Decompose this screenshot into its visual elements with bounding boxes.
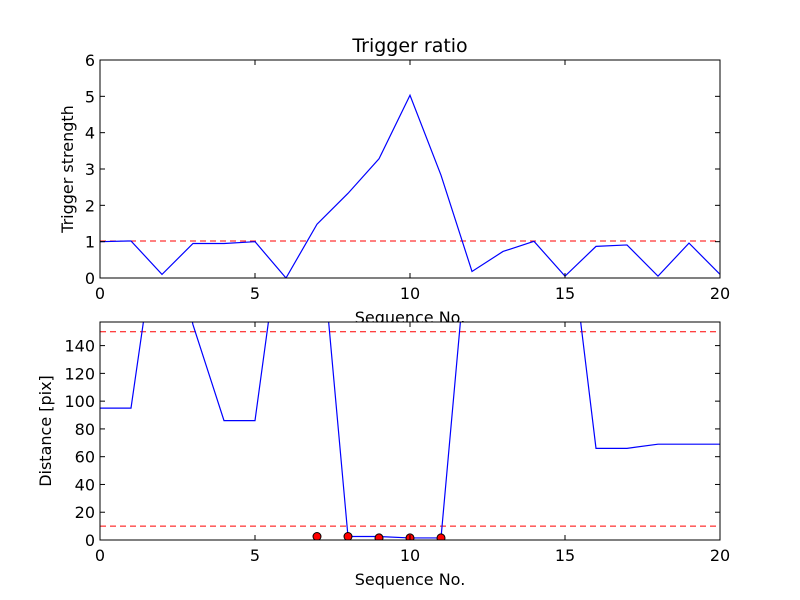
distance-y-tick-label: 80 <box>75 420 95 439</box>
distance-y-tick-label: 120 <box>64 364 95 383</box>
trigger-ratio-series-line <box>100 93 720 278</box>
trigger-ratio-title: Trigger ratio <box>351 35 467 57</box>
distance-x-tick-label: 5 <box>250 546 260 565</box>
trigger-ratio-x-tick-label: 20 <box>710 284 730 303</box>
distance-marker-point <box>436 533 446 540</box>
trigger-ratio-y-tick-label: 4 <box>85 124 95 143</box>
distance-marker-point <box>374 533 384 540</box>
distance-axes: Distance [pix] Sequence No. 0 5 10 15 20 0 20 4… <box>36 321 730 589</box>
distance-xlabel: Sequence No. <box>355 570 466 589</box>
trigger-ratio-x-tick-label: 10 <box>400 284 420 303</box>
distance-background <box>100 322 720 540</box>
trigger-ratio-y-tick-label: 3 <box>85 160 95 179</box>
trigger-ratio-ylabel: Trigger strength <box>58 105 77 234</box>
distance-y-tick-label: 100 <box>64 392 95 411</box>
trigger-ratio-y-tick-label: 2 <box>85 196 95 215</box>
trigger-ratio-frame <box>99 59 721 279</box>
trigger-ratio-y-tick-label: 1 <box>85 233 95 252</box>
trigger-ratio-axes: Trigger ratio Trigger strength Sequence … <box>58 35 730 327</box>
distance-marker-point <box>343 532 353 540</box>
trigger-ratio-y-tick-label: 5 <box>85 87 95 106</box>
distance-x-tick-label: 10 <box>400 546 420 565</box>
distance-x-tick-label: 0 <box>95 546 105 565</box>
distance-y-tick-label: 0 <box>85 531 95 550</box>
distance-y-tick-label: 20 <box>75 503 95 522</box>
distance-y-tick-label: 40 <box>75 475 95 494</box>
distance-x-tick-label: 20 <box>710 546 730 565</box>
trigger-ratio-x-tick-label: 0 <box>95 284 105 303</box>
trigger-ratio-y-tick-label: 0 <box>85 269 95 288</box>
trigger-ratio-x-tick-label: 15 <box>555 284 575 303</box>
trigger-ratio-y-tick-label: 6 <box>85 51 95 70</box>
distance-ylabel: Distance [pix] <box>36 375 55 487</box>
distance-frame <box>99 321 721 541</box>
trigger-ratio-x-tick-label: 5 <box>250 284 260 303</box>
distance-y-tick-label: 140 <box>64 337 95 356</box>
distance-y-tick-label: 60 <box>75 448 95 467</box>
distance-marker-point <box>312 532 322 540</box>
distance-x-tick-label: 15 <box>555 546 575 565</box>
